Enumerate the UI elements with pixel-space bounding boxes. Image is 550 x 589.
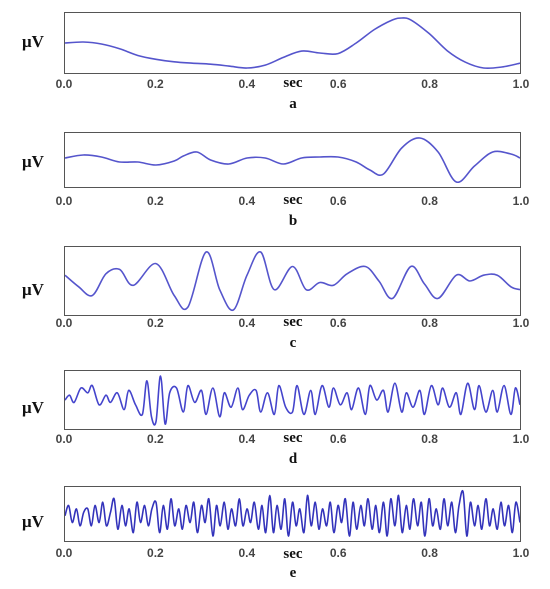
x-tick-label: 0.8 — [421, 316, 438, 330]
x-tick-label: 0.0 — [55, 77, 73, 91]
x-tick-label: 0.2 — [147, 316, 164, 330]
signal-line — [65, 137, 520, 183]
signal-line — [65, 251, 520, 312]
x-axis-label: sec — [283, 430, 303, 446]
y-axis-label: μV — [22, 32, 44, 51]
plot-area — [64, 132, 521, 188]
y-axis-label: μV — [22, 152, 44, 171]
signal-line — [65, 490, 520, 537]
y-axis-label: μV — [22, 398, 44, 417]
waveform-svg — [65, 137, 520, 183]
x-tick-label: 0.8 — [421, 194, 438, 208]
panel-label: e — [289, 565, 297, 581]
x-tick-label: 0.6 — [329, 194, 347, 208]
waveform-svg — [65, 375, 520, 426]
x-tick-label: 1.0 — [512, 316, 530, 330]
signal-line — [65, 375, 520, 426]
plot-area — [64, 12, 521, 74]
x-tick-label: 0.0 — [55, 194, 73, 208]
x-tick-label: 0.2 — [147, 546, 164, 560]
plot-area — [64, 246, 521, 316]
x-tick-label: 0.0 — [55, 432, 73, 446]
x-tick-label: 0.4 — [238, 546, 256, 560]
x-tick-label: 0.4 — [238, 432, 256, 446]
x-tick-label: 0.6 — [329, 77, 347, 91]
waveform-svg — [65, 17, 520, 70]
panel-label: a — [289, 96, 297, 112]
x-tick-label: 0.0 — [55, 546, 73, 560]
x-tick-label: 1.0 — [512, 546, 530, 560]
x-tick-label: 0.6 — [329, 432, 347, 446]
x-tick-label: 0.2 — [147, 77, 164, 91]
x-tick-label: 0.4 — [238, 194, 256, 208]
x-tick-label: 0.8 — [421, 77, 438, 91]
x-tick-label: 0.2 — [147, 194, 164, 208]
x-tick-label: 0.2 — [147, 432, 164, 446]
x-axis-label: sec — [283, 192, 303, 208]
x-axis-label: sec — [283, 314, 303, 330]
x-tick-label: 1.0 — [512, 77, 530, 91]
waveform-svg — [65, 490, 520, 537]
x-tick-label: 1.0 — [512, 432, 530, 446]
panel-label: c — [289, 335, 297, 351]
panel-label: d — [288, 451, 298, 467]
plot-area — [64, 486, 521, 542]
plot-area — [64, 370, 521, 430]
x-tick-label: 1.0 — [512, 194, 530, 208]
x-axis-label: sec — [283, 546, 303, 562]
waveform-svg — [65, 251, 520, 312]
y-axis-label: μV — [22, 280, 44, 299]
x-tick-label: 0.0 — [55, 316, 73, 330]
panel-label: b — [288, 213, 298, 229]
x-tick-label: 0.6 — [329, 546, 347, 560]
x-tick-label: 0.6 — [329, 316, 347, 330]
x-axis-label: sec — [283, 75, 303, 91]
x-tick-label: 0.8 — [421, 546, 438, 560]
y-axis-label: μV — [22, 512, 44, 531]
x-tick-label: 0.8 — [421, 432, 438, 446]
x-tick-label: 0.4 — [238, 77, 256, 91]
signal-line — [65, 17, 520, 70]
x-tick-label: 0.4 — [238, 316, 256, 330]
